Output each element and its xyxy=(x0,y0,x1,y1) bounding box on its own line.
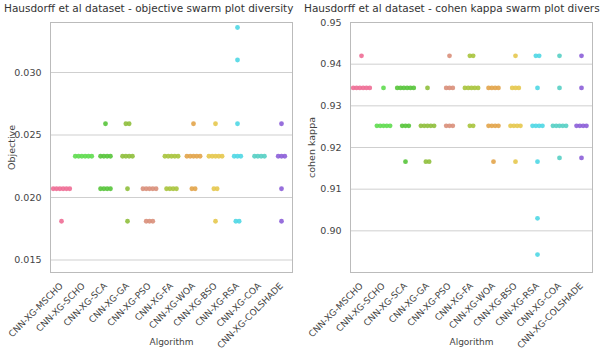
svg-text:0.92: 0.92 xyxy=(320,142,341,153)
svg-text:CNN-XG-FA: CNN-XG-FA xyxy=(432,280,475,323)
svg-text:CNN-XG-SCA: CNN-XG-SCA xyxy=(361,280,409,329)
svg-text:0.94: 0.94 xyxy=(320,58,341,69)
svg-text:0.020: 0.020 xyxy=(14,192,41,203)
svg-text:CNN-XG-BSO: CNN-XG-BSO xyxy=(471,280,519,329)
svg-text:0.91: 0.91 xyxy=(320,183,341,194)
svg-text:CNN-XG-GA: CNN-XG-GA xyxy=(86,280,131,325)
svg-text:Algorithm: Algorithm xyxy=(449,337,493,347)
html-text:Hausdorff et al dataset - obje: Hausdorff et al dataset - objective swar… xyxy=(4,2,294,14)
svg-text:CNN-XG-COA: CNN-XG-COA xyxy=(214,280,263,329)
svg-text:cohen kappa: cohen kappa xyxy=(306,117,317,178)
svg-text:0.025: 0.025 xyxy=(14,129,41,140)
svg-text:CNN-XG-MSCHO: CNN-XG-MSCHO xyxy=(6,280,65,340)
svg-text:CNN-XG-COLSHADE: CNN-XG-COLSHADE xyxy=(515,280,585,350)
svg-text:CNN-XG-MSCHO: CNN-XG-MSCHO xyxy=(306,280,365,340)
svg-text:CNN-XG-RSA: CNN-XG-RSA xyxy=(193,280,241,329)
svg-text:Algorithm: Algorithm xyxy=(149,337,193,347)
svg-text:CNN-XG-GA: CNN-XG-GA xyxy=(386,280,431,325)
svg-text:0.93: 0.93 xyxy=(320,100,341,111)
svg-text:0.95: 0.95 xyxy=(320,17,341,28)
svg-text:CNN-XG-COLSHADE: CNN-XG-COLSHADE xyxy=(215,280,285,350)
svg-text:CNN-XG-COA: CNN-XG-COA xyxy=(514,280,563,329)
svg-text:0.030: 0.030 xyxy=(14,67,41,78)
svg-text:CNN-XG-FA: CNN-XG-FA xyxy=(132,280,175,323)
svg-text:CNN-XG-SCHO: CNN-XG-SCHO xyxy=(334,280,387,334)
svg-text:CNN-XG-BSO: CNN-XG-BSO xyxy=(171,280,219,329)
svg-text:0.90: 0.90 xyxy=(320,225,341,236)
svg-text:CNN-XG-WOA: CNN-XG-WOA xyxy=(147,280,197,331)
svg-text:CNN-XG-PSO: CNN-XG-PSO xyxy=(105,280,153,329)
svg-text:CNN-XG-PSO: CNN-XG-PSO xyxy=(405,280,453,329)
svg-text:Objective: Objective xyxy=(6,125,17,170)
svg-text:0.015: 0.015 xyxy=(14,254,41,265)
svg-text:CNN-XG-SCHO: CNN-XG-SCHO xyxy=(34,280,87,334)
svg-text:CNN-XG-WOA: CNN-XG-WOA xyxy=(447,280,497,331)
svg-text:CNN-XG-RSA: CNN-XG-RSA xyxy=(493,280,541,329)
svg-text:CNN-XG-SCA: CNN-XG-SCA xyxy=(61,280,109,329)
